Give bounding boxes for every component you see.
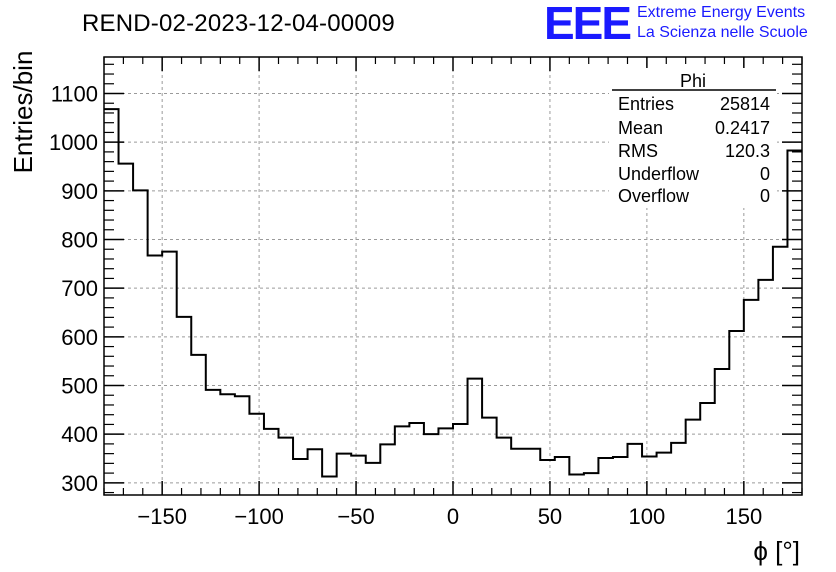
tick-labels: −150 −100 −50 0 50 100 150 300 400 500 600 700 800 90… [49,82,762,530]
y-tick-label: 500 [61,374,98,399]
x-tick-label: 150 [725,504,762,529]
eee-logo: EEE [544,0,632,49]
x-tick-label: −100 [234,504,284,529]
y-tick-label: 1100 [51,82,98,107]
y-tick-label: 300 [61,471,98,496]
stats-box-background [609,68,777,208]
x-axis-label: ϕ [°] [753,536,800,566]
logo-subtitle-line1: Extreme Energy Events [637,4,806,21]
y-tick-label: 900 [61,179,98,204]
y-tick-label: 700 [61,276,98,301]
y-axis-label: Entries/bin [8,51,38,174]
y-tick-label: 600 [61,325,98,350]
stats-value-rms: 120.3 [725,141,770,161]
stats-label-overflow: Overflow [618,186,690,206]
stats-value-overflow: 0 [760,186,770,206]
y-tick-label: 800 [61,228,98,253]
stats-label-mean: Mean [618,118,663,138]
x-tick-label: −150 [137,504,187,529]
stats-value-mean: 0.2417 [715,118,770,138]
stats-label-entries: Entries [618,94,674,114]
stats-label-underflow: Underflow [618,164,700,184]
stats-label-rms: RMS [618,141,658,161]
x-tick-label: −50 [337,504,374,529]
stats-value-underflow: 0 [760,164,770,184]
x-tick-label: 0 [447,504,459,529]
chart-title: REND-02-2023-12-04-00009 [82,10,395,37]
y-tick-label: 400 [61,422,98,447]
histogram-line [104,108,802,478]
stats-name: Phi [680,71,706,91]
x-tick-label: 100 [629,504,666,529]
stats-box: Phi Entries 25814 Mean 0.2417 RMS 120.3 … [609,68,777,208]
axis-ticks [103,57,803,495]
stats-value-entries: 25814 [720,94,770,114]
y-tick-label: 1000 [49,130,98,155]
x-tick-label: 50 [538,504,562,529]
logo-subtitle-line2: La Scienza nelle Scuole [637,24,808,41]
